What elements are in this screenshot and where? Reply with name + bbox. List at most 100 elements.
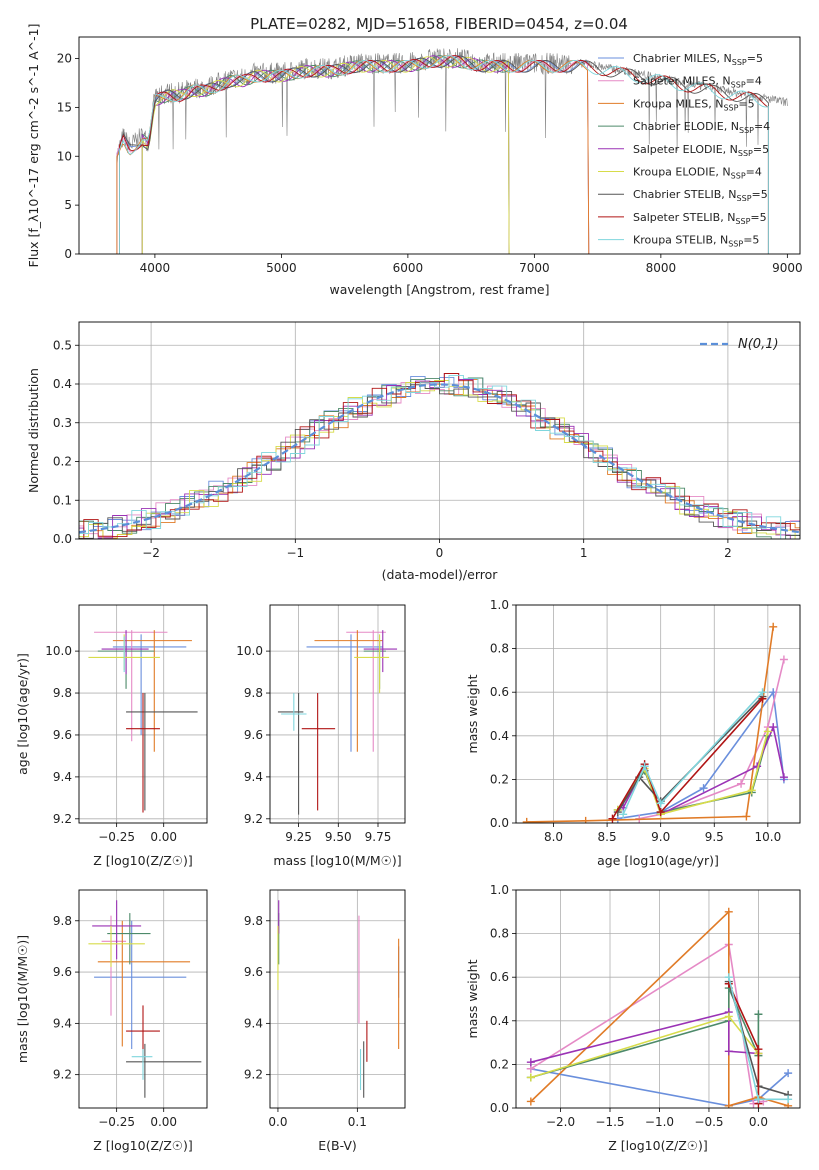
legend-nssp: =4 xyxy=(746,166,762,179)
legend-sub: SSP xyxy=(735,217,750,226)
legend-entry: Chabrier MILES, NSSP=5 xyxy=(633,52,763,67)
y-tick-label: 9.6 xyxy=(244,728,263,742)
weight-marker xyxy=(754,1010,763,1019)
legend-sub: SSP xyxy=(732,58,747,67)
x-axis-label: Z [log10(Z/Z☉)] xyxy=(93,1138,193,1153)
axes-frame xyxy=(78,321,801,540)
y-tick-label: 9.4 xyxy=(244,1016,263,1030)
y-tick-label: 0.6 xyxy=(490,970,509,984)
weight-marker xyxy=(724,1101,733,1108)
x-tick-label: −1.5 xyxy=(595,1115,624,1129)
legend-model-name: Chabrier STELIB, N xyxy=(633,188,737,201)
y-tick-label: 9.4 xyxy=(53,770,72,784)
x-tick-label: −0.25 xyxy=(98,1115,135,1129)
legend: Chabrier MILES, NSSP=5 Salpeter MILES, NS… xyxy=(598,52,770,249)
legend-entry: Salpeter ELODIE, NSSP=5 xyxy=(633,143,769,158)
weight-series xyxy=(522,622,778,823)
y-tick-label: 0.3 xyxy=(53,416,72,430)
x-tick-label: 4000 xyxy=(140,261,171,275)
model-spectrum-line xyxy=(141,55,510,254)
weight-marker xyxy=(758,688,767,697)
x-tick-label: 9.75 xyxy=(365,830,392,844)
y-tick-label: 5 xyxy=(64,198,72,212)
errorbar-point xyxy=(131,1049,153,1080)
weight-series xyxy=(526,940,768,1108)
weight-series xyxy=(613,692,767,817)
y-axis-label: Flux [f_λ10^-17 erg cm^-2 s^-1 A^-1] xyxy=(26,24,41,268)
errorbar-point xyxy=(101,630,149,675)
y-tick-label: 0.4 xyxy=(490,1014,509,1028)
legend-nssp: =5 xyxy=(752,188,768,201)
legend-model-name: Salpeter ELODIE, N xyxy=(633,143,738,156)
x-axis-label: Z [log10(Z/Z☉)] xyxy=(608,1138,708,1153)
y-tick-label: 0.2 xyxy=(490,772,509,786)
y-tick-label: 9.8 xyxy=(53,686,72,700)
legend-model-name: Kroupa STELIB, N xyxy=(633,234,728,247)
axes-frame xyxy=(78,604,208,824)
weight-marker xyxy=(754,1095,763,1104)
y-axis-label: mass weight xyxy=(465,674,480,753)
weight-marker xyxy=(754,1045,763,1054)
y-tick-label: 10 xyxy=(57,149,72,163)
legend-sub: SSP xyxy=(737,194,752,203)
legend-entry: Salpeter MILES, NSSP=4 xyxy=(633,75,762,90)
model-spectrum-line xyxy=(141,55,510,254)
weight-marker xyxy=(769,723,778,732)
errorbar-point xyxy=(88,925,145,967)
y-tick-label: 0.0 xyxy=(53,532,72,546)
legend-sub: SSP xyxy=(738,149,753,158)
y-tick-label: 0.6 xyxy=(490,685,509,699)
weight-marker xyxy=(742,812,751,821)
weight-marker xyxy=(769,622,778,631)
errorbar-point xyxy=(281,693,307,731)
plot-area xyxy=(277,900,400,1098)
axes-frame xyxy=(515,889,801,1109)
gridlines xyxy=(270,890,405,1108)
weight-marker xyxy=(747,786,756,795)
x-tick-label: 9.50 xyxy=(325,830,352,844)
y-tick-label: 10.0 xyxy=(236,644,263,658)
y-tick-label: 10.0 xyxy=(45,644,72,658)
x-axis-label: mass [log10(M/M☉)] xyxy=(273,853,401,868)
ticks xyxy=(75,920,165,1112)
model-spectrum-line xyxy=(141,56,510,254)
y-tick-label: 9.8 xyxy=(53,914,72,928)
plot-area xyxy=(88,630,198,813)
histogram-step xyxy=(79,373,800,539)
model-spectrum-line xyxy=(119,55,769,254)
weight-marker xyxy=(526,1073,535,1082)
chart-mass-vs-Z: −0.25 0.00 9.2 9.4 9.6 9.8 Z [log10(Z/Z☉)] mass… xyxy=(15,889,208,1153)
weight-marker xyxy=(724,1047,733,1056)
x-tick-label: 6000 xyxy=(393,261,424,275)
x-tick-label: 1 xyxy=(580,546,588,560)
weight-marker xyxy=(526,1097,535,1106)
x-tick-label: 8000 xyxy=(646,261,677,275)
y-tick-label: 20 xyxy=(57,52,72,66)
legend-entry: Kroupa MILES, NSSP=5 xyxy=(633,97,755,112)
errorbar-point xyxy=(314,630,383,752)
plot-area xyxy=(79,373,800,539)
x-tick-label: 9000 xyxy=(772,261,803,275)
errorbar-point xyxy=(354,634,390,694)
errorbar-point xyxy=(92,900,142,960)
legend-nssp: =5 xyxy=(738,97,754,110)
errorbar-point xyxy=(112,630,192,752)
weight-marker xyxy=(779,773,788,782)
chart-residuals: −2 −1 0 1 2 0.0 0.1 0.2 0.3 0.4 0.5 N(0,1) (data-mod… xyxy=(26,321,801,582)
weight-marker xyxy=(656,799,665,808)
figure-title: PLATE=0282, MJD=51658, FIBERID=0454, z=0… xyxy=(250,15,628,33)
legend-nssp: =5 xyxy=(753,143,769,156)
legend-model-name: Kroupa MILES, N xyxy=(633,97,723,110)
ticks xyxy=(266,920,358,1112)
x-tick-label: 5000 xyxy=(266,261,297,275)
x-tick-label: −0.25 xyxy=(98,830,135,844)
legend-entry: Kroupa ELODIE, NSSP=4 xyxy=(633,166,762,181)
errorbar-point xyxy=(363,630,398,673)
y-tick-label: 0.1 xyxy=(53,493,72,507)
y-axis-label: age [log10(age/yr)] xyxy=(15,653,30,775)
weight-marker xyxy=(699,784,708,793)
legend-nssp: =4 xyxy=(754,120,770,133)
weight-marker xyxy=(784,1095,793,1104)
weight-line xyxy=(530,1068,789,1107)
